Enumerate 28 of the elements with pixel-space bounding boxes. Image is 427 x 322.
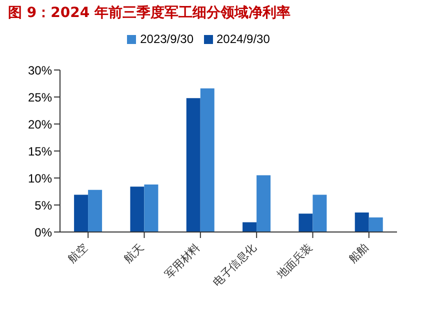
x-tick-label: 地面兵装 bbox=[274, 240, 315, 282]
y-tick-label: 20% bbox=[28, 117, 52, 132]
y-tick-label: 10% bbox=[28, 171, 52, 186]
x-tick-label: 军用材料 bbox=[162, 240, 203, 282]
x-tick-label: 航空 bbox=[65, 240, 90, 266]
x-tick-label: 船舶 bbox=[346, 240, 372, 266]
bar bbox=[88, 190, 102, 232]
x-tick-label: 航天 bbox=[122, 240, 146, 266]
y-tick-label: 0% bbox=[34, 225, 52, 240]
bar bbox=[200, 88, 214, 232]
y-tick-label: 5% bbox=[34, 198, 52, 212]
bar bbox=[312, 194, 327, 232]
bar bbox=[368, 217, 383, 232]
bar bbox=[74, 194, 88, 232]
y-tick-label: 25% bbox=[28, 90, 52, 104]
bar bbox=[186, 98, 200, 232]
bar bbox=[256, 175, 271, 232]
legend-label: 2023/9/30 bbox=[140, 32, 194, 46]
bar bbox=[144, 184, 158, 232]
y-tick-label: 30% bbox=[28, 63, 52, 78]
y-tick-label: 15% bbox=[28, 144, 52, 158]
legend-label: 2024/9/30 bbox=[216, 32, 270, 46]
bar bbox=[298, 214, 313, 232]
x-tick-label: 电子信息化 bbox=[210, 240, 259, 290]
chart-title: 图 9：2024 年前三季度军工细分领域净利率 bbox=[8, 4, 290, 22]
bar bbox=[130, 186, 144, 232]
bar bbox=[354, 212, 369, 232]
bar bbox=[242, 222, 257, 232]
